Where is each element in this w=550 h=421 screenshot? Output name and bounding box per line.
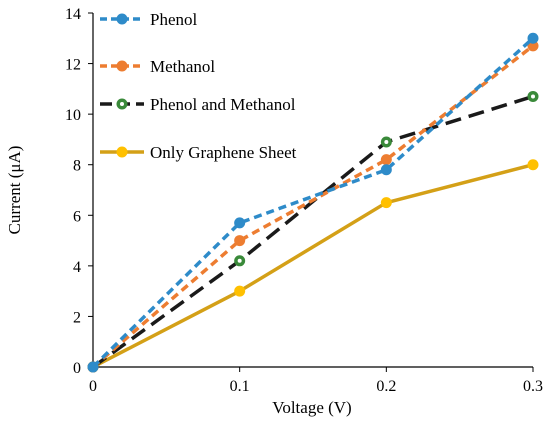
x-tick-label: 0.3: [523, 378, 543, 395]
data-point-center: [237, 258, 242, 263]
data-point: [527, 159, 539, 171]
y-tick-label: 10: [65, 107, 81, 124]
y-tick-label: 0: [73, 360, 81, 377]
legend: Phenol Methanol Phenol and Methanol Only Gr…: [100, 10, 297, 162]
legend-label: Phenol: [150, 10, 198, 29]
x-tick-label: 0.2: [376, 378, 396, 395]
data-point-center: [384, 139, 389, 144]
legend-swatch-marker: [116, 146, 128, 158]
legend-item: Phenol: [100, 10, 198, 29]
data-point: [527, 40, 539, 52]
y-tick-label: 2: [73, 309, 81, 326]
x-tick-label: 0.1: [230, 378, 250, 395]
y-tick-label: 12: [65, 57, 81, 74]
data-point: [234, 285, 246, 297]
series-group: [87, 32, 539, 373]
legend-item: Methanol: [100, 57, 215, 76]
series-line: [91, 36, 535, 369]
series-phenol-and-methanol: [87, 90, 539, 373]
data-point-center: [531, 94, 535, 99]
legend-swatch-marker: [116, 60, 128, 72]
data-point: [380, 154, 392, 166]
legend-swatch-marker-center: [120, 102, 124, 106]
y-tick-label: 6: [73, 208, 81, 225]
legend-label: Phenol and Methanol: [150, 95, 296, 114]
series-phenol: [87, 32, 539, 373]
y-tick-label: 8: [73, 158, 81, 175]
data-point: [380, 164, 392, 176]
y-tick-label: 14: [65, 6, 81, 23]
data-point: [234, 235, 246, 247]
data-point: [527, 32, 539, 44]
x-tick-label: 0: [89, 378, 97, 395]
series-line: [91, 44, 535, 369]
series-line: [92, 163, 534, 369]
series-only-graphene-sheet: [87, 159, 539, 373]
legend-item: Only Graphene Sheet: [100, 143, 297, 162]
data-point: [87, 361, 99, 373]
y-tick-label: 4: [73, 259, 81, 276]
x-axis-title: Voltage (V): [272, 398, 351, 417]
legend-label: Methanol: [150, 57, 215, 76]
legend-label: Only Graphene Sheet: [150, 143, 297, 162]
series-methanol: [87, 40, 539, 373]
axes: 0 0.1 0.2 0.3 0 2 4 6 8 10 12 14: [65, 6, 543, 395]
data-point: [234, 217, 246, 229]
legend-item: Phenol and Methanol: [100, 95, 296, 114]
series-line: [91, 94, 534, 369]
legend-swatch-marker: [116, 13, 128, 25]
data-point: [380, 197, 392, 209]
y-axis-title: Current (μA): [5, 146, 24, 235]
